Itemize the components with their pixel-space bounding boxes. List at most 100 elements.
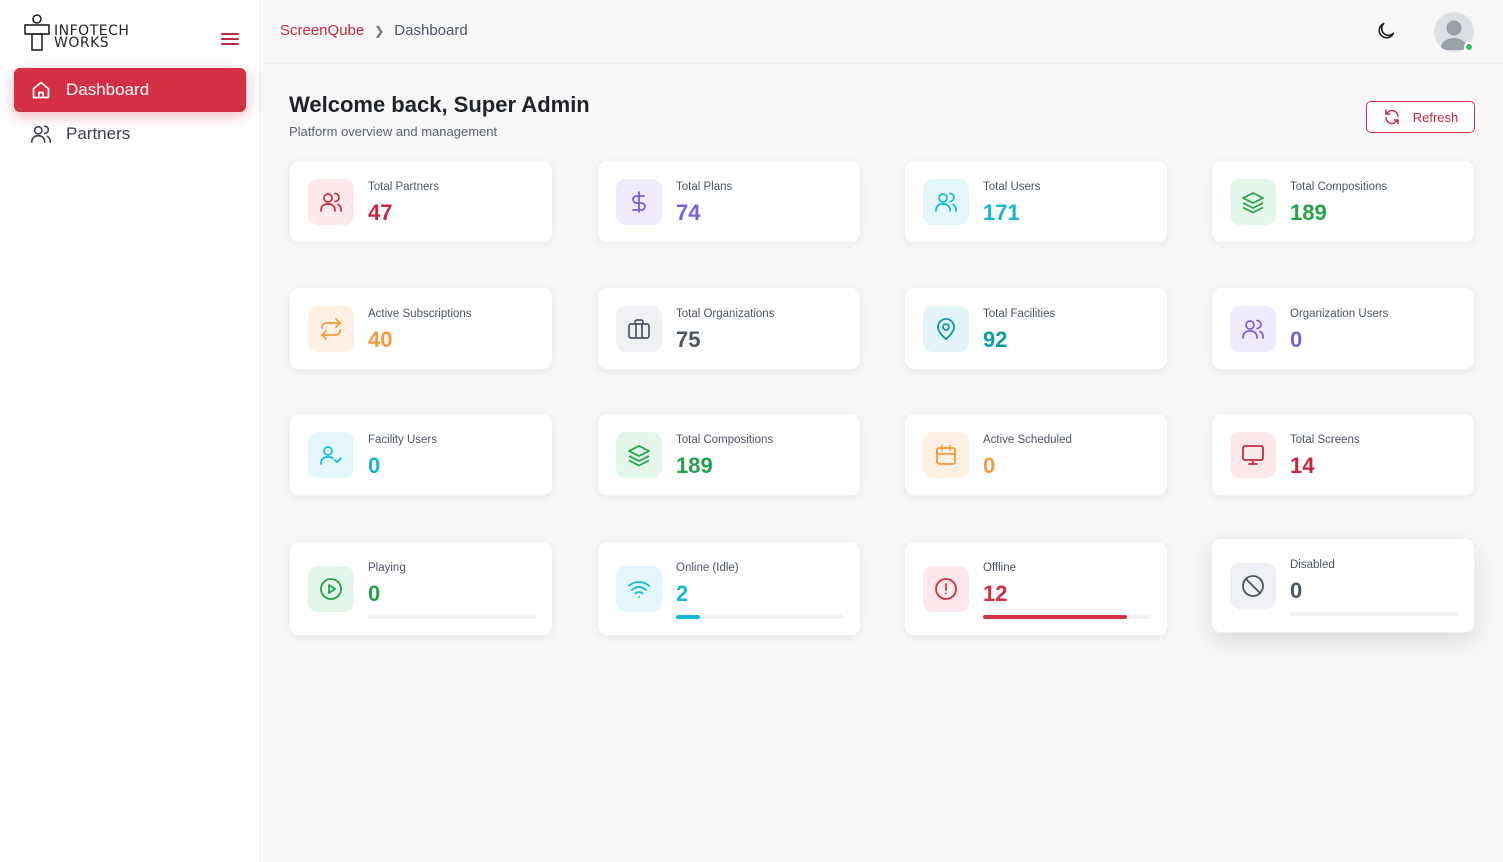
progress-bar (983, 615, 1151, 619)
stat-icon-box (616, 566, 662, 612)
stat-label: Online (Idle) (676, 562, 739, 574)
stat-label: Playing (368, 562, 406, 574)
stat-icon-box (923, 306, 969, 352)
refresh-button[interactable]: Refresh (1366, 101, 1475, 133)
play-circle-icon (319, 577, 343, 601)
screen-status-card[interactable]: Online (Idle) 2 (597, 541, 861, 636)
screen-status-card[interactable]: Playing 0 (289, 541, 553, 636)
stat-label: Facility Users (368, 434, 438, 446)
stat-icon-box (1230, 306, 1276, 352)
stat-label: Active Scheduled (983, 434, 1072, 446)
refresh-icon (1383, 108, 1401, 126)
sidebar-item-partners[interactable]: Partners (14, 112, 246, 156)
stat-icon-box (616, 432, 662, 478)
stat-label: Total Plans (676, 181, 733, 193)
stat-label: Total Compositions (676, 434, 774, 446)
stat-icon-box (308, 566, 354, 612)
stat-value: 92 (983, 327, 1008, 352)
page-title: Welcome back, Super Admin (289, 92, 590, 117)
stat-card[interactable]: Total Compositions 189 (597, 413, 861, 496)
stat-card[interactable]: Organization Users 0 (1211, 287, 1475, 370)
screen-status-card[interactable]: Offline 12 (904, 541, 1168, 636)
map-pin-icon (934, 317, 958, 341)
progress-fill (983, 615, 1128, 619)
progress-bar (368, 615, 536, 619)
stat-card[interactable]: Total Organizations 75 (597, 287, 861, 370)
brand-line2: WORKS (54, 35, 110, 51)
stat-icon-box (923, 566, 969, 612)
layers-icon (627, 443, 651, 467)
stat-icon-box (308, 179, 354, 225)
layers-icon (1241, 190, 1265, 214)
brand-logo[interactable]: INFOTECH WORKS (24, 14, 134, 54)
stat-label: Disabled (1290, 559, 1335, 571)
stat-icon-box (1230, 563, 1276, 609)
breadcrumb-home-link[interactable]: ScreenQube (280, 22, 365, 39)
stat-icon-box (308, 306, 354, 352)
progress-bar (676, 615, 844, 619)
stat-value: 12 (983, 581, 1008, 606)
stat-card[interactable]: Total Plans 74 (597, 160, 861, 243)
stat-card[interactable]: Total Partners 47 (289, 160, 553, 243)
briefcase-icon (627, 317, 651, 341)
progress-bar (1290, 612, 1458, 616)
stat-label: Total Organizations (676, 308, 775, 320)
users-icon (1241, 317, 1265, 341)
brand-line1: INFOTECH (54, 23, 130, 39)
stat-card[interactable]: Active Subscriptions 40 (289, 287, 553, 370)
stat-value: 0 (1290, 578, 1303, 603)
stat-card[interactable]: Total Screens 14 (1211, 413, 1475, 496)
stat-label: Offline (983, 562, 1017, 574)
screen-status-card[interactable]: Disabled 0 (1211, 538, 1475, 633)
ban-icon (1241, 574, 1265, 598)
page-subtitle: Platform overview and management (289, 124, 498, 139)
stat-value: 189 (1290, 200, 1327, 225)
stat-card[interactable]: Total Users 171 (904, 160, 1168, 243)
theme-toggle-button[interactable] (1375, 20, 1399, 44)
repeat-icon (319, 317, 343, 341)
stat-label: Total Screens (1290, 434, 1360, 446)
stat-icon-box (1230, 179, 1276, 225)
stat-card[interactable]: Active Scheduled 0 (904, 413, 1168, 496)
stat-label: Total Partners (368, 181, 439, 193)
stat-value: 0 (368, 581, 381, 606)
stat-value: 14 (1290, 453, 1315, 478)
users-icon (30, 123, 52, 145)
alert-circle-icon (934, 577, 958, 601)
stat-icon-box (616, 179, 662, 225)
stat-label: Total Users (983, 181, 1041, 193)
moon-icon (1378, 22, 1395, 39)
stat-value: 0 (1290, 327, 1303, 352)
stat-icon-box (308, 432, 354, 478)
stat-value: 0 (983, 453, 996, 478)
stat-card[interactable]: Total Compositions 189 (1211, 160, 1475, 243)
monitor-icon (1241, 443, 1265, 467)
stat-label: Total Facilities (983, 308, 1056, 320)
stat-value: 74 (676, 200, 701, 225)
menu-toggle-button[interactable] (218, 26, 242, 48)
stat-label: Total Compositions (1290, 181, 1388, 193)
stat-icon-box (923, 179, 969, 225)
stat-label: Organization Users (1290, 308, 1389, 320)
user-avatar-icon (1440, 20, 1468, 50)
stat-icon-box (616, 306, 662, 352)
users-icon (319, 190, 343, 214)
calendar-icon (934, 443, 958, 467)
stat-card[interactable]: Total Facilities 92 (904, 287, 1168, 370)
refresh-label: Refresh (1412, 109, 1459, 125)
breadcrumb-current: Dashboard (394, 22, 468, 39)
stat-icon-box (923, 432, 969, 478)
dollar-icon (627, 190, 651, 214)
stat-label: Active Subscriptions (368, 308, 472, 320)
stat-value: 40 (368, 327, 393, 352)
stat-card[interactable]: Facility Users 0 (289, 413, 553, 496)
home-icon (30, 79, 52, 101)
hamburger-icon (218, 26, 242, 45)
sidebar-item-dashboard[interactable]: Dashboard (14, 68, 246, 112)
sidebar-item-label: Dashboard (66, 80, 150, 99)
brand-name: INFOTECH WORKS (54, 23, 130, 51)
user-check-icon (319, 443, 343, 467)
stat-value: 0 (368, 453, 381, 478)
stat-value: 171 (983, 200, 1020, 225)
users-icon (934, 190, 958, 214)
